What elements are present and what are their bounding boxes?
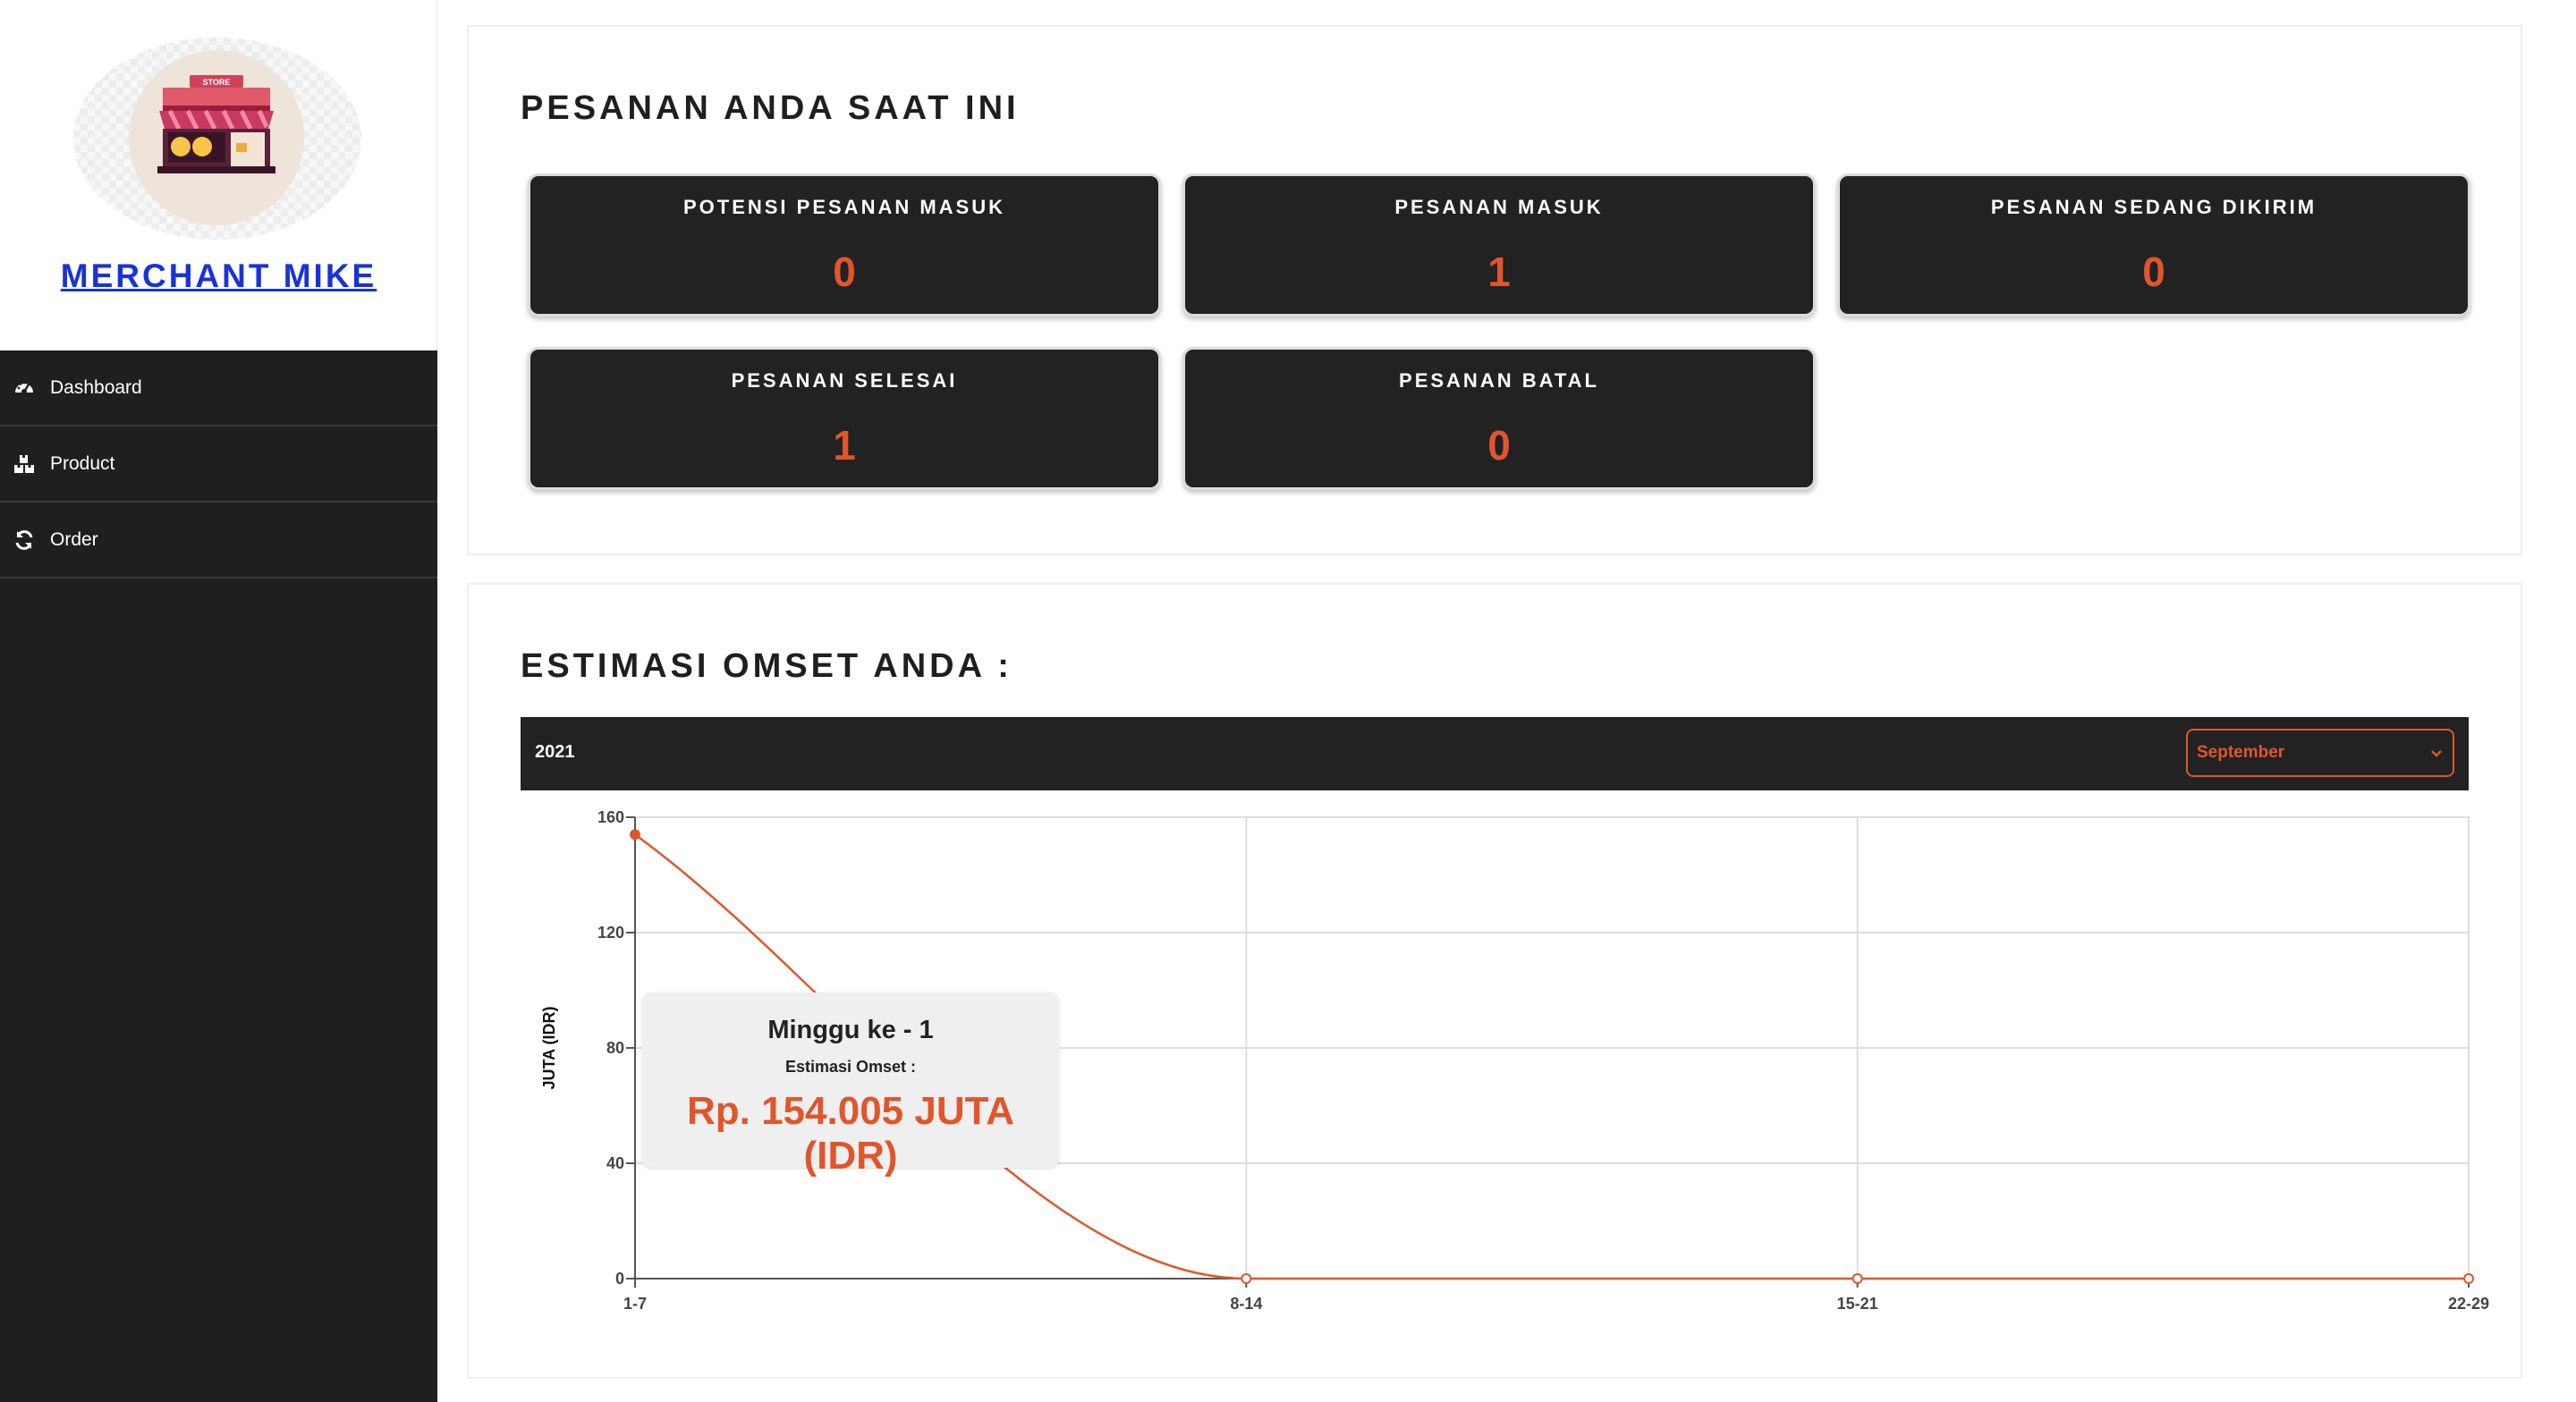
card-value: 0 [2142, 249, 2165, 295]
store-sign-text: STORE [203, 78, 231, 87]
sidebar-item-label: Order [50, 528, 98, 550]
y-tick-label: 160 [597, 808, 624, 826]
y-axis-label: JUTA (IDR) [540, 1007, 558, 1090]
y-tick-label: 40 [606, 1154, 624, 1172]
revenue-title: ESTIMASI OMSET ANDA : [521, 647, 1013, 685]
store-logo: STORE [73, 38, 361, 240]
sidebar-nav: Dashboard Product Order [0, 350, 437, 579]
card-label: PESANAN MASUK [1394, 196, 1604, 218]
tooltip-title: Minggu ke - 1 [767, 1016, 934, 1044]
card-label: PESANAN SELESAI [731, 369, 958, 392]
sidebar: STORE MERCHANT MIKE [0, 0, 437, 1402]
card-value: 1 [1487, 249, 1511, 295]
order-card-cancelled[interactable]: PESANAN BATAL 0 [1182, 347, 1816, 490]
card-value: 0 [1487, 422, 1511, 469]
order-card-shipping[interactable]: PESANAN SEDANG DIKIRIM 0 [1837, 173, 2470, 317]
card-label: POTENSI PESANAN MASUK [682, 196, 1006, 218]
store-name-link[interactable]: MERCHANT MIKE [60, 258, 377, 294]
orders-panel: PESANAN ANDA SAAT INI POTENSI PESANAN MA… [467, 25, 2522, 555]
sidebar-item-dashboard[interactable]: Dashboard [0, 350, 437, 427]
sidebar-item-label: Product [50, 452, 115, 474]
orders-title: PESANAN ANDA SAAT INI [521, 89, 1020, 127]
data-point [1852, 1273, 1863, 1284]
chart-tooltip: Minggu ke - 1 Estimasi Omset : Rp. 154.0… [642, 992, 1059, 1178]
x-tick-label: 8-14 [1230, 1295, 1262, 1313]
boxes-icon [13, 452, 36, 476]
dashboard-gauge-icon [13, 376, 36, 400]
order-card-potential[interactable]: POTENSI PESANAN MASUK 0 [528, 173, 1161, 317]
card-value: 1 [833, 422, 856, 469]
store-icon: STORE [157, 75, 275, 173]
tooltip-subtitle: Estimasi Omset : [784, 1058, 917, 1076]
sync-icon [13, 528, 36, 552]
order-card-completed[interactable]: PESANAN SELESAI 1 [528, 347, 1161, 490]
sidebar-item-label: Dashboard [50, 376, 142, 398]
y-tick-label: 80 [606, 1039, 624, 1057]
y-tick-label: 0 [615, 1270, 624, 1288]
revenue-panel: ESTIMASI OMSET ANDA : 2021 September [467, 583, 2522, 1379]
card-value: 0 [833, 249, 856, 295]
chevron-down-icon [2431, 750, 2442, 757]
month-select-value: September [2197, 743, 2285, 762]
card-label: PESANAN SEDANG DIKIRIM [1990, 196, 2318, 218]
x-tick-label: 22-29 [2448, 1295, 2489, 1313]
tooltip-value: Rp. 154.005 JUTA (IDR) [686, 1089, 1014, 1178]
card-label: PESANAN BATAL [1399, 369, 1599, 392]
data-point [2463, 1273, 2474, 1284]
sidebar-item-product[interactable]: Product [0, 427, 437, 503]
x-tick-label: 1-7 [623, 1295, 647, 1313]
brand-area: STORE MERCHANT MIKE [0, 0, 437, 350]
x-tick-label: 15-21 [1837, 1295, 1878, 1313]
month-select[interactable]: September [2186, 729, 2454, 777]
data-point [1241, 1273, 1252, 1284]
chart-toolbar: 2021 September [521, 717, 2469, 790]
logo-circle: STORE [129, 50, 304, 225]
order-card-incoming[interactable]: PESANAN MASUK 1 [1182, 173, 1816, 317]
sidebar-item-order[interactable]: Order [0, 503, 437, 579]
year-label: 2021 [535, 742, 575, 762]
data-point [630, 829, 640, 840]
y-tick-label: 120 [597, 924, 624, 942]
